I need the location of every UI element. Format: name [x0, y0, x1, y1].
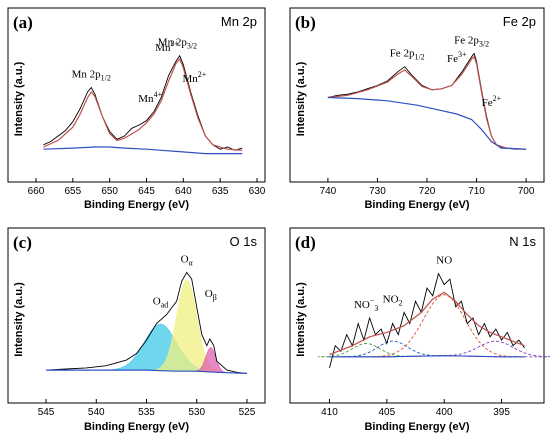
peak-annotation: Fe2+	[482, 94, 502, 109]
x-tick-label: 630	[249, 186, 266, 197]
y-axis-title: Intensity (a.u.)	[295, 282, 307, 357]
peak-annotation: Fe3+	[447, 50, 467, 65]
series-raw	[329, 272, 525, 369]
x-tick-label: 410	[321, 407, 338, 418]
x-tick-label: 640	[175, 186, 192, 197]
x-tick-label: 530	[188, 407, 205, 418]
panel-frame	[289, 7, 545, 183]
element-label: Mn 2p	[221, 14, 257, 29]
peak-annotation: NO2	[383, 293, 403, 307]
panel-3: (c) O 1s Intensity (a.u.) 545 540 535 530 525 Bi…	[7, 227, 266, 433]
peak-annotation: Mn4+	[138, 90, 162, 105]
x-axis-title: Binding Energy (eV)	[364, 199, 469, 211]
x-tick-label: 645	[138, 186, 155, 197]
panel-1: (a) Mn 2p Intensity (a.u.) 660 655 650 645 640 6…	[7, 7, 266, 211]
panel-4: (d) N 1s Intensity (a.u.) 410 405 400 395 Bindi…	[289, 227, 550, 433]
series-background	[43, 146, 243, 155]
series-background	[327, 96, 527, 150]
series-envelope	[329, 291, 525, 356]
y-axis-title: Intensity (a.u.)	[295, 61, 307, 136]
peak-annotation: Mn2+	[182, 70, 206, 85]
x-tick-label: 400	[436, 407, 453, 418]
peak-annotation: Mn 2p1/2	[72, 69, 111, 83]
x-tick-label: 730	[369, 186, 386, 197]
x-tick-label: 720	[419, 186, 436, 197]
peak-annotation: Fe 2p1/2	[390, 48, 425, 62]
element-label: N 1s	[509, 234, 536, 249]
panel-2: (b) Fe 2p Intensity (a.u.) 740 730 720 710 700 B…	[289, 7, 545, 211]
x-tick-label: 655	[64, 186, 81, 197]
panel-letter: (c)	[13, 233, 32, 252]
panel-letter: (a)	[13, 13, 33, 32]
x-tick-label: 540	[88, 407, 105, 418]
panel-frame	[289, 227, 545, 404]
series-background	[46, 369, 248, 374]
series-raw	[45, 271, 248, 374]
x-axis-title: Binding Energy (eV)	[84, 421, 189, 433]
peak-annotation: Fe 2p3/2	[454, 35, 489, 49]
x-tick-label: 525	[239, 407, 256, 418]
x-tick-label: 740	[320, 186, 337, 197]
x-tick-label: 710	[468, 186, 485, 197]
peak-annotation: Mn 2p3/2	[158, 37, 197, 51]
x-tick-label: 635	[212, 186, 229, 197]
x-axis-title: Binding Energy (eV)	[84, 199, 189, 211]
peak-annotation: NO	[436, 255, 452, 267]
panel-letter: (b)	[295, 13, 316, 32]
peak-annotation: Oβ	[205, 288, 217, 302]
x-tick-label: 405	[378, 407, 395, 418]
element-label: Fe 2p	[503, 14, 536, 29]
peak-annotation: Mn3+	[155, 39, 179, 54]
x-tick-label: 660	[28, 186, 45, 197]
x-tick-label: 535	[138, 407, 155, 418]
series-envelope	[327, 55, 527, 150]
element-label: O 1s	[230, 234, 258, 249]
series-envelope	[43, 57, 243, 151]
panel-frame	[7, 227, 266, 404]
component-peak-N-other	[435, 340, 550, 358]
x-axis-title: Binding Energy (eV)	[364, 421, 469, 433]
x-tick-label: 650	[101, 186, 118, 197]
peak-annotation: Oad	[153, 296, 169, 310]
x-tick-label: 545	[38, 407, 55, 418]
panel-frame	[7, 7, 266, 183]
y-axis-title: Intensity (a.u.)	[13, 282, 25, 357]
series-background	[329, 355, 525, 358]
peak-annotation: NO−3	[354, 296, 378, 313]
peak-annotation: Oα	[181, 253, 194, 267]
x-tick-label: 700	[518, 186, 535, 197]
panel-letter: (d)	[295, 233, 316, 252]
x-tick-label: 395	[493, 407, 510, 418]
y-axis-title: Intensity (a.u.)	[13, 61, 25, 136]
